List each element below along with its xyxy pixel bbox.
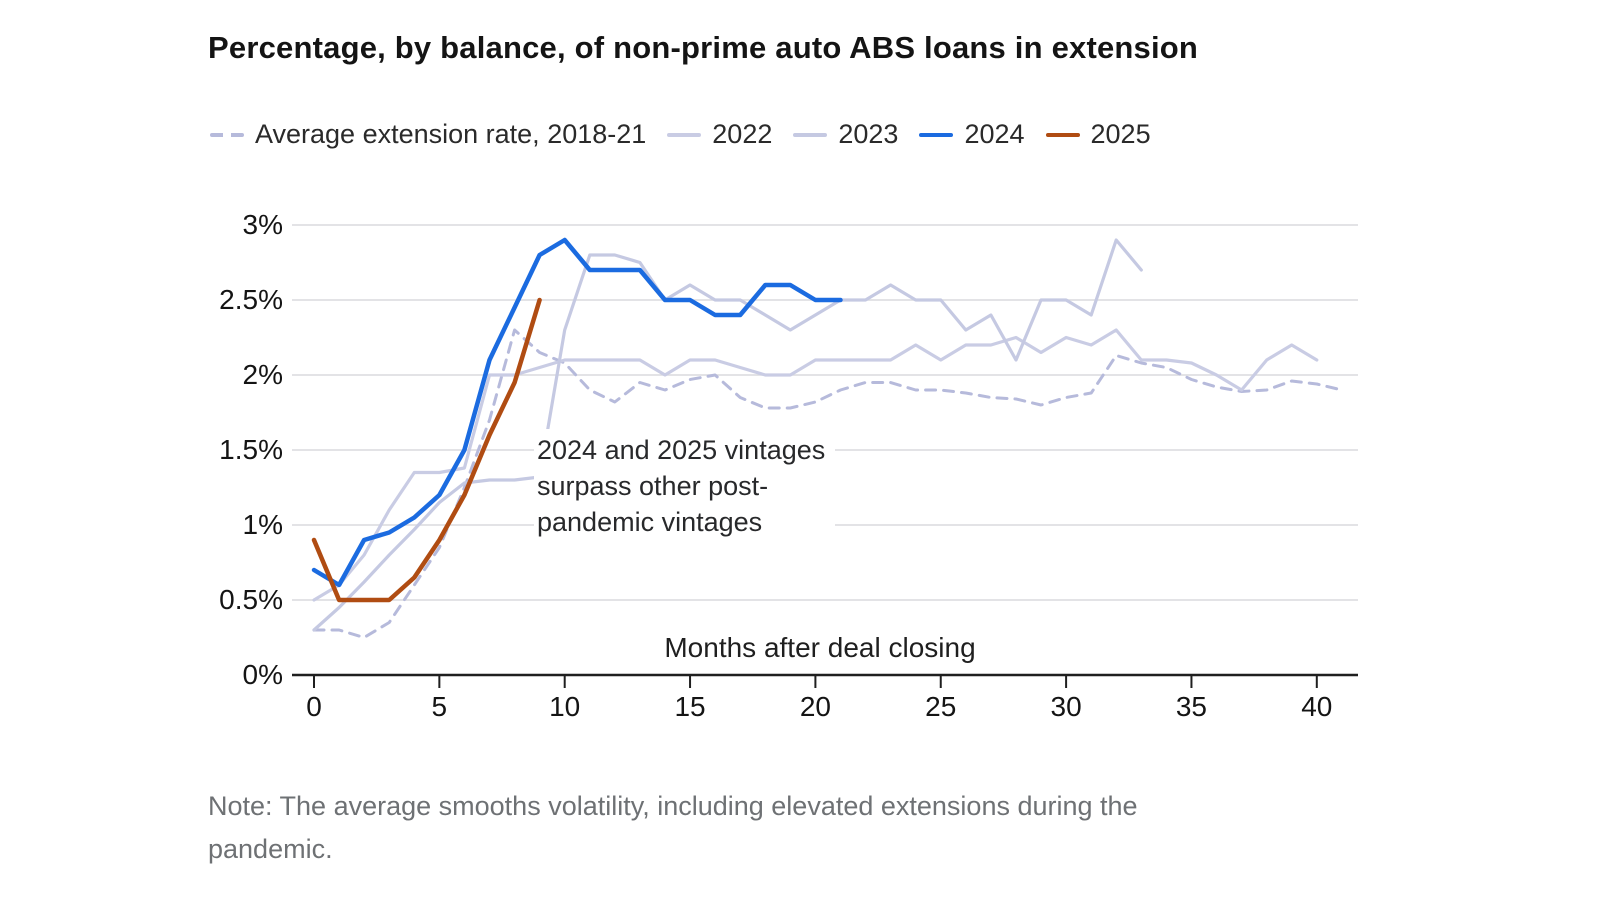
- series-2022-line: [312, 328, 1319, 602]
- page-title: Percentage, by balance, of non-prime aut…: [208, 30, 1199, 65]
- chart-legend: Average extension rate, 2018-21 2022 2023 2…: [210, 119, 1151, 150]
- series-2023-line: [312, 238, 1143, 632]
- legend-label: 2023: [838, 119, 899, 149]
- x-tick-label: 20: [800, 691, 831, 722]
- x-tick-label: 10: [549, 691, 580, 722]
- x-tick-label: 15: [674, 691, 705, 722]
- x-tick-label: 30: [1051, 691, 1082, 722]
- legend-label: 2025: [1090, 119, 1151, 149]
- series-average-extension-rate-2018-21-line: [312, 328, 1344, 639]
- legend-item-2023: 2023: [793, 119, 898, 150]
- line-swatch: [667, 132, 702, 137]
- annotation-line: pandemic vintages: [537, 507, 763, 537]
- annotation-line: 2024 and 2025 vintages: [537, 435, 826, 465]
- x-tick-label: 25: [925, 691, 956, 722]
- legend-item-2022: 2022: [667, 119, 772, 150]
- x-tick-label: 0: [306, 691, 322, 722]
- line-swatch: [1045, 132, 1080, 137]
- line-swatch: [793, 132, 828, 137]
- legend-label: Average extension rate, 2018-21: [255, 119, 647, 149]
- footnote-line: pandemic.: [208, 834, 333, 864]
- legend-label: 2022: [712, 119, 773, 149]
- line-swatch: [919, 132, 954, 137]
- x-tick-label: 5: [432, 691, 448, 722]
- legend-item-2025: 2025: [1045, 119, 1151, 150]
- chart-annotation: 2024 and 2025 vintages surpass other pos…: [534, 429, 836, 545]
- series-2024-line: [311, 237, 843, 588]
- legend-label: 2024: [964, 119, 1025, 149]
- dashed-line-swatch: [210, 132, 244, 137]
- annotation-line: surpass other post-: [537, 471, 769, 501]
- legend-item-average-extension-rate-2018-21: Average extension rate, 2018-21: [210, 119, 646, 150]
- y-tick-label: 3%: [243, 209, 283, 240]
- y-tick-label: 0%: [243, 659, 283, 690]
- x-tick-label: 40: [1301, 691, 1332, 722]
- x-tick-label: 35: [1176, 691, 1207, 722]
- footnote-line: Note: The average smooths volatility, in…: [208, 791, 1138, 821]
- y-tick-label: 2%: [243, 359, 283, 390]
- legend-item-2024: 2024: [919, 119, 1025, 150]
- y-tick-label: 1%: [243, 509, 283, 540]
- series-2025-line: [311, 297, 542, 603]
- y-tick-label: 1.5%: [219, 434, 283, 465]
- x-axis-title: Months after deal closing: [664, 632, 976, 663]
- y-tick-label: 2.5%: [219, 284, 283, 315]
- y-tick-label: 0.5%: [219, 584, 283, 615]
- footnote: Note: The average smooths volatility, in…: [208, 785, 1138, 871]
